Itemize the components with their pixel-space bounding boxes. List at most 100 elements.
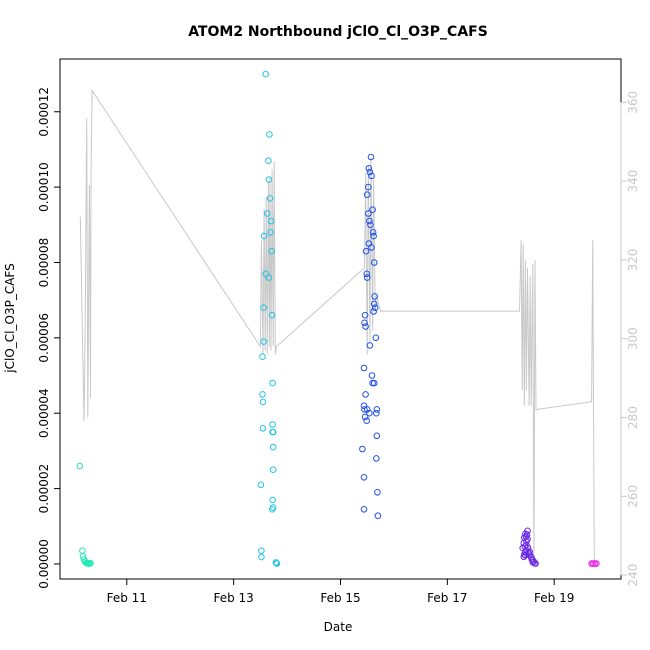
data-point — [371, 304, 379, 312]
data-point — [266, 195, 274, 202]
x-tick-label: Feb 17 — [427, 591, 467, 605]
y-tick-label: 0.00006 — [37, 313, 51, 363]
data-point — [370, 379, 378, 387]
data-point — [361, 311, 369, 319]
data-point — [370, 308, 377, 315]
data-point — [266, 131, 273, 138]
data-point — [367, 221, 374, 229]
data-point — [260, 338, 267, 345]
data-point — [87, 559, 94, 567]
x-axis-label: Date — [324, 620, 353, 634]
data-point — [530, 558, 538, 566]
x-tick-label: Feb 13 — [213, 591, 253, 605]
x-tick-label: Feb 15 — [320, 591, 360, 605]
data-point — [360, 402, 368, 410]
y-tick-label: 0.00002 — [37, 464, 51, 514]
series-line — [79, 88, 595, 568]
data-point — [374, 489, 381, 496]
data-point — [363, 274, 371, 281]
y-axis-label: jClO_Cl_O3P_CAFS — [3, 263, 17, 373]
data-point — [368, 372, 376, 379]
data-point — [365, 210, 372, 217]
data-point — [373, 455, 380, 462]
data-point — [363, 270, 371, 278]
data-point — [262, 70, 270, 78]
data-point — [373, 409, 380, 417]
data-point — [267, 229, 274, 236]
data-point — [273, 560, 281, 567]
plot-frame — [59, 58, 622, 580]
data-point — [268, 247, 275, 255]
data-point — [260, 304, 267, 312]
series-1 — [257, 70, 281, 567]
data-point — [269, 496, 276, 504]
chart-title: ATOM2 Northbound jClO_Cl_O3P_CAFS — [188, 24, 488, 40]
data-point — [366, 168, 374, 176]
line-layer — [79, 88, 595, 568]
series-3 — [519, 527, 539, 567]
data-point — [366, 409, 373, 417]
right-tick-label: 260 — [626, 485, 640, 508]
y-tick-label: 0.00010 — [37, 162, 51, 212]
y-tick-label: 0.00000 — [37, 539, 51, 589]
data-point — [361, 319, 368, 327]
y-tick-label: 0.00008 — [37, 238, 51, 288]
data-point — [265, 274, 273, 281]
data-point — [258, 547, 265, 555]
data-point — [259, 353, 266, 361]
data-point — [360, 364, 368, 372]
data-point — [370, 300, 378, 308]
data-point — [265, 176, 273, 183]
data-point — [269, 428, 277, 436]
data-point — [360, 506, 368, 513]
data-point — [76, 462, 84, 470]
data-point — [265, 157, 272, 164]
data-point — [362, 391, 369, 398]
series-2 — [359, 153, 382, 520]
data-point — [365, 183, 372, 191]
x-tick-label: Feb 19 — [534, 591, 574, 605]
data-point — [267, 217, 275, 225]
data-point — [268, 311, 276, 319]
data-point — [365, 165, 373, 172]
data-point — [79, 547, 86, 555]
data-point — [593, 560, 600, 567]
data-point — [268, 506, 276, 513]
data-point — [373, 406, 381, 413]
data-point — [369, 229, 377, 236]
data-point — [367, 153, 375, 161]
data-point — [370, 259, 378, 266]
data-point — [366, 217, 373, 225]
data-point — [520, 553, 528, 561]
data-point — [269, 443, 277, 451]
right-axis: 240 260 280 300 320 340 360 — [620, 91, 640, 587]
data-point — [362, 323, 369, 330]
data-point — [526, 548, 533, 555]
data-point — [373, 432, 381, 440]
data-point — [363, 417, 371, 425]
y-tick-label: 0.00012 — [37, 87, 51, 137]
data-point — [269, 421, 276, 428]
data-point — [366, 342, 374, 349]
data-point — [522, 552, 529, 559]
data-point — [260, 232, 268, 240]
right-tick-label: 360 — [626, 91, 640, 114]
right-tick-label: 280 — [626, 406, 640, 429]
data-point — [360, 474, 368, 481]
data-point — [259, 425, 267, 432]
data-point — [359, 445, 366, 453]
data-point — [262, 270, 270, 278]
right-tick-label: 300 — [626, 327, 640, 350]
data-point — [374, 512, 382, 520]
data-point — [257, 481, 265, 489]
series-4 — [588, 560, 600, 567]
data-point — [363, 191, 371, 198]
data-point — [532, 560, 539, 567]
data-point — [365, 240, 373, 247]
data-point — [361, 406, 368, 413]
data-point — [368, 172, 375, 180]
data-point — [369, 206, 376, 213]
data-point — [269, 379, 276, 387]
y-tick-label: 0.00004 — [37, 388, 51, 438]
